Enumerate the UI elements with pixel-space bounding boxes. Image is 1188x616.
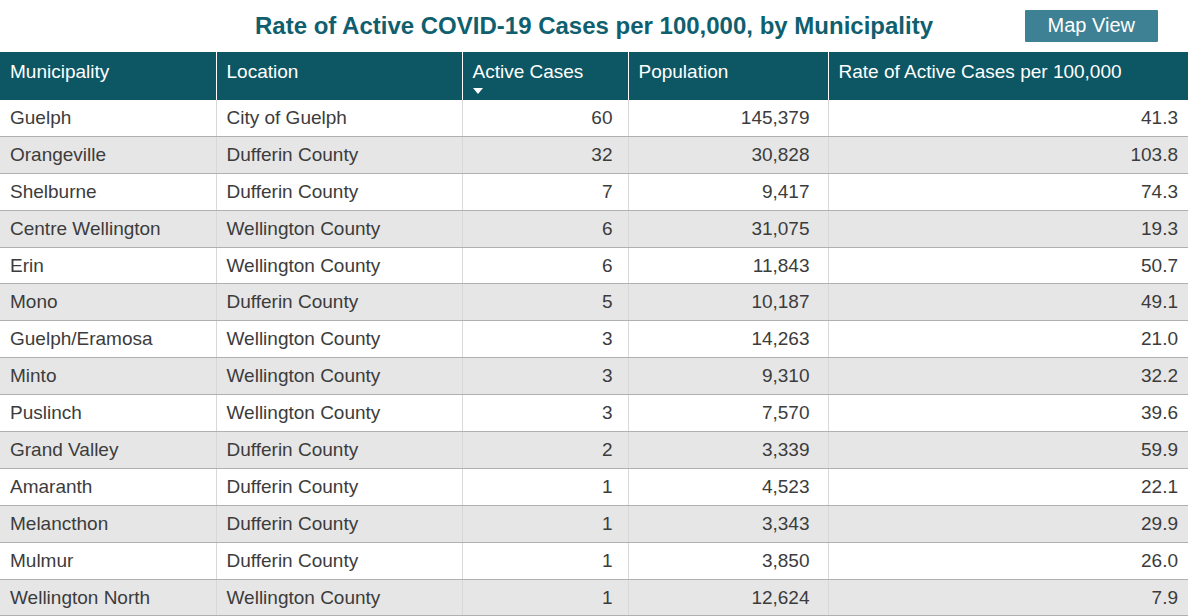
- cell-rate: 103.8: [828, 136, 1188, 173]
- cell-municipality: Erin: [0, 247, 216, 284]
- cell-rate: 19.3: [828, 210, 1188, 247]
- cell-active-cases: 3: [462, 321, 628, 358]
- cell-active-cases: 3: [462, 358, 628, 395]
- cell-rate: 49.1: [828, 284, 1188, 321]
- cell-population: 4,523: [628, 468, 828, 505]
- table-row[interactable]: MonoDufferin County510,18749.1: [0, 284, 1188, 321]
- cell-population: 11,843: [628, 247, 828, 284]
- cell-municipality: Shelburne: [0, 173, 216, 210]
- cell-rate: 7.9: [828, 579, 1188, 616]
- cell-municipality: Orangeville: [0, 136, 216, 173]
- report-page: Rate of Active COVID-19 Cases per 100,00…: [0, 0, 1188, 616]
- table-row[interactable]: Guelph/EramosaWellington County314,26321…: [0, 321, 1188, 358]
- cell-population: 3,850: [628, 542, 828, 579]
- cell-municipality: Amaranth: [0, 468, 216, 505]
- cell-population: 9,310: [628, 358, 828, 395]
- cell-location: Dufferin County: [216, 136, 462, 173]
- cell-location: Wellington County: [216, 395, 462, 432]
- cell-active-cases: 1: [462, 468, 628, 505]
- table-row[interactable]: ErinWellington County611,84350.7: [0, 247, 1188, 284]
- cell-location: Wellington County: [216, 579, 462, 616]
- column-header-population[interactable]: Population: [628, 52, 828, 100]
- cell-population: 12,624: [628, 579, 828, 616]
- column-header-location[interactable]: Location: [216, 52, 462, 100]
- cell-municipality: Mulmur: [0, 542, 216, 579]
- table-row[interactable]: AmaranthDufferin County14,52322.1: [0, 468, 1188, 505]
- cell-rate: 74.3: [828, 173, 1188, 210]
- cell-rate: 39.6: [828, 395, 1188, 432]
- cell-rate: 22.1: [828, 468, 1188, 505]
- cell-rate: 50.7: [828, 247, 1188, 284]
- cell-location: Wellington County: [216, 321, 462, 358]
- cell-municipality: Mono: [0, 284, 216, 321]
- cell-active-cases: 1: [462, 579, 628, 616]
- cell-active-cases: 60: [462, 100, 628, 136]
- column-header-active-cases-label: Active Cases: [473, 61, 584, 82]
- cell-rate: 32.2: [828, 358, 1188, 395]
- cell-population: 9,417: [628, 173, 828, 210]
- cell-municipality: Grand Valley: [0, 432, 216, 469]
- cell-municipality: Puslinch: [0, 395, 216, 432]
- cell-municipality: Centre Wellington: [0, 210, 216, 247]
- table-row[interactable]: MelancthonDufferin County13,34329.9: [0, 505, 1188, 542]
- cell-municipality: Wellington North: [0, 579, 216, 616]
- column-header-rate[interactable]: Rate of Active Cases per 100,000: [828, 52, 1188, 100]
- page-title: Rate of Active COVID-19 Cases per 100,00…: [0, 0, 1188, 40]
- cell-location: Wellington County: [216, 358, 462, 395]
- table-row[interactable]: MintoWellington County39,31032.2: [0, 358, 1188, 395]
- cell-rate: 41.3: [828, 100, 1188, 136]
- cell-rate: 26.0: [828, 542, 1188, 579]
- table-row[interactable]: OrangevilleDufferin County3230,828103.8: [0, 136, 1188, 173]
- cell-population: 3,339: [628, 432, 828, 469]
- cell-population: 14,263: [628, 321, 828, 358]
- cell-municipality: Guelph/Eramosa: [0, 321, 216, 358]
- cell-active-cases: 32: [462, 136, 628, 173]
- table-row[interactable]: Wellington NorthWellington County112,624…: [0, 579, 1188, 616]
- column-header-municipality[interactable]: Municipality: [0, 52, 216, 100]
- cell-location: Dufferin County: [216, 542, 462, 579]
- map-view-button[interactable]: Map View: [1025, 10, 1158, 42]
- cell-population: 145,379: [628, 100, 828, 136]
- cell-population: 7,570: [628, 395, 828, 432]
- cell-location: Dufferin County: [216, 505, 462, 542]
- covid-rate-table: Municipality Location Active Cases Popul…: [0, 52, 1188, 616]
- header-row: Municipality Location Active Cases Popul…: [0, 52, 1188, 100]
- cell-rate: 29.9: [828, 505, 1188, 542]
- cell-location: Dufferin County: [216, 432, 462, 469]
- cell-location: Dufferin County: [216, 173, 462, 210]
- cell-municipality: Guelph: [0, 100, 216, 136]
- cell-municipality: Minto: [0, 358, 216, 395]
- cell-municipality: Melancthon: [0, 505, 216, 542]
- cell-location: Wellington County: [216, 247, 462, 284]
- cell-location: Dufferin County: [216, 284, 462, 321]
- cell-active-cases: 6: [462, 210, 628, 247]
- column-header-active-cases[interactable]: Active Cases: [462, 52, 628, 100]
- table-row[interactable]: ShelburneDufferin County79,41774.3: [0, 173, 1188, 210]
- cell-population: 31,075: [628, 210, 828, 247]
- title-bar: Rate of Active COVID-19 Cases per 100,00…: [0, 0, 1188, 52]
- cell-active-cases: 2: [462, 432, 628, 469]
- cell-active-cases: 6: [462, 247, 628, 284]
- cell-active-cases: 3: [462, 395, 628, 432]
- cell-active-cases: 5: [462, 284, 628, 321]
- cell-active-cases: 7: [462, 173, 628, 210]
- table-row[interactable]: PuslinchWellington County37,57039.6: [0, 395, 1188, 432]
- cell-location: Dufferin County: [216, 468, 462, 505]
- table-row[interactable]: Grand ValleyDufferin County23,33959.9: [0, 432, 1188, 469]
- cell-rate: 21.0: [828, 321, 1188, 358]
- table-row[interactable]: MulmurDufferin County13,85026.0: [0, 542, 1188, 579]
- table-row[interactable]: GuelphCity of Guelph60145,37941.3: [0, 100, 1188, 136]
- cell-location: City of Guelph: [216, 100, 462, 136]
- cell-rate: 59.9: [828, 432, 1188, 469]
- table-header: Municipality Location Active Cases Popul…: [0, 52, 1188, 100]
- cell-population: 10,187: [628, 284, 828, 321]
- cell-population: 3,343: [628, 505, 828, 542]
- cell-population: 30,828: [628, 136, 828, 173]
- cell-active-cases: 1: [462, 505, 628, 542]
- table-body: GuelphCity of Guelph60145,37941.3Orangev…: [0, 100, 1188, 616]
- cell-location: Wellington County: [216, 210, 462, 247]
- sort-descending-icon: [473, 88, 483, 94]
- table-row[interactable]: Centre WellingtonWellington County631,07…: [0, 210, 1188, 247]
- cell-active-cases: 1: [462, 542, 628, 579]
